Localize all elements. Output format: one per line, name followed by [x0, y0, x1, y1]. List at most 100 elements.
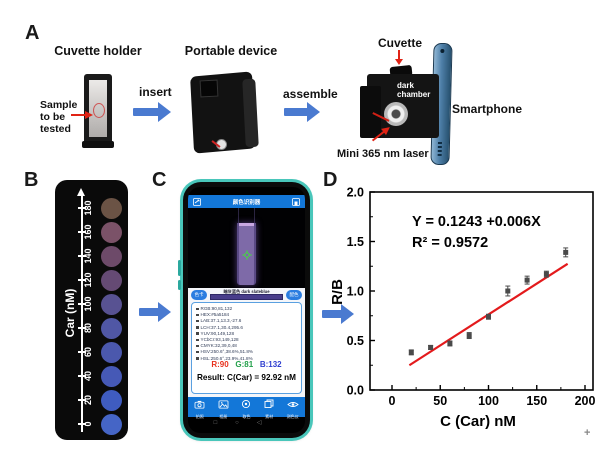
color-value-line: LCH:37.1,30.4,295.6 — [196, 325, 299, 331]
power-button[interactable] — [178, 280, 181, 290]
svg-text:100: 100 — [478, 394, 499, 408]
camera-icon — [194, 396, 205, 414]
toolbar-item-label: 素材 — [265, 413, 274, 419]
pick-color-icon — [241, 396, 251, 414]
strip-tick-label: 140 — [83, 248, 93, 264]
volume-button[interactable] — [178, 260, 181, 276]
g-value: G:81 — [235, 360, 254, 369]
toolbar-item-label: 取色 — [242, 413, 251, 419]
color-dot-20nM — [101, 389, 122, 411]
toolbar-item-label: 相册 — [219, 413, 228, 419]
color-value-line: HSV:250.6°,38.6%,51.8% — [196, 349, 299, 355]
svg-text:50: 50 — [433, 394, 447, 408]
result-area: 色卡 暗灰蓝色 dark slateblue 配色 RGB:90,81,132 H… — [188, 288, 305, 397]
smartphone-label: Smartphone — [452, 102, 523, 116]
strip-axis-line — [81, 196, 83, 432]
switch-icon[interactable] — [193, 197, 201, 206]
toolbar-item-label: 测色仪 — [286, 413, 299, 419]
sample-arrow-icon — [71, 110, 93, 120]
strip-tick-label: 20 — [83, 395, 93, 406]
panel-a-label: A — [25, 22, 40, 44]
color-value-line: YUV:90,149,128 — [196, 331, 299, 337]
colorimeter-icon — [286, 396, 299, 414]
dark-chamber-label: dark chamber — [397, 81, 431, 99]
color-value-line: HSL:250.6°,23.9%,41.8% — [196, 356, 299, 362]
color-name-text: 暗灰蓝色 dark slateblue — [223, 289, 270, 294]
bullet-icon — [196, 313, 199, 317]
color-values-panel: RGB:90,81,132 HEX:#5a5184 LAB:37.1,13.3,-2… — [191, 302, 302, 394]
android-nav-bar[interactable]: □○◁ — [213, 420, 280, 426]
app-title-bar: 颜色识别器 — [188, 195, 305, 208]
strip-tick — [78, 375, 86, 377]
strip-tick — [78, 399, 86, 401]
strip-tick — [78, 231, 86, 233]
strip-tick — [78, 303, 86, 305]
bullet-icon — [196, 357, 199, 360]
sample-label: Sample to be tested — [40, 99, 78, 135]
strip-tick — [78, 351, 86, 353]
panel-d-label: D — [323, 169, 338, 191]
toolbar-item-material[interactable]: 素材 — [264, 396, 274, 419]
toolbar-item-album[interactable]: 相册 — [218, 396, 229, 419]
svg-text:150: 150 — [526, 394, 547, 408]
album-icon — [218, 396, 229, 414]
strip-tick-label: 160 — [83, 224, 93, 240]
strip-axis-title: Car (nM) — [63, 288, 77, 338]
chamber-extension — [360, 86, 381, 138]
svg-text:2.0: 2.0 — [347, 186, 364, 200]
color-value-line: RGB:90,81,132 — [196, 306, 299, 312]
color-swatch — [210, 294, 283, 300]
material-icon — [264, 396, 274, 414]
portable-device-title: Portable device — [184, 44, 278, 58]
holder-base — [82, 141, 114, 148]
assemble-arrow-icon — [284, 102, 320, 122]
toolbar-item-colorimeter[interactable]: 测色仪 — [287, 396, 299, 419]
strip-tick-label: 80 — [83, 323, 93, 334]
match-color-button[interactable]: 配色 — [286, 290, 302, 300]
assemble-label: assemble — [283, 87, 338, 101]
app-screen: 颜色识别器 色卡 暗灰蓝色 dark slateblue 配色 — [188, 187, 305, 433]
app-title: 颜色识别器 — [232, 199, 261, 206]
insert-arrow-icon — [133, 102, 171, 122]
toolbar-item-camera[interactable]: 拍照 — [194, 396, 205, 419]
svg-text:1.0: 1.0 — [347, 285, 364, 299]
color-dot-60nM — [101, 341, 122, 363]
svg-text:R/B: R/B — [332, 279, 346, 305]
calibration-chart: 0 50 100 150 200 0.0 0.5 1.0 1.5 2.0 Y = 0.1243 +0… — [329, 172, 600, 448]
cuvette-label: Cuvette — [378, 36, 423, 50]
svg-text:Y = 0.1243 +0.006X: Y = 0.1243 +0.006X — [412, 214, 541, 230]
toolbar-item-pick-color[interactable]: 取色 — [241, 396, 251, 419]
rgb-summary-row: R:90 G:81 B:132 — [192, 360, 301, 369]
c-to-d-arrow-icon — [322, 304, 354, 324]
sample-mark — [93, 103, 105, 118]
cuvette-arrow-icon — [398, 50, 401, 59]
color-value-line: HEX:#5a5184 — [196, 312, 299, 318]
svg-text:1.5: 1.5 — [347, 235, 364, 249]
laser-port — [384, 102, 408, 126]
svg-text:0: 0 — [389, 394, 396, 408]
crosshair-icon — [242, 250, 252, 260]
svg-text:R² = 0.9572: R² = 0.9572 — [412, 235, 488, 251]
b-value: B:132 — [259, 360, 282, 369]
strip-tick — [78, 255, 86, 257]
strip-tick-label: 100 — [83, 296, 93, 312]
save-icon[interactable] — [292, 197, 300, 206]
color-dot-100nM — [101, 293, 122, 315]
svg-text:0.0: 0.0 — [347, 384, 364, 398]
cuvette-edge-line — [254, 208, 255, 224]
color-dot-180nM — [101, 197, 122, 219]
color-value-line: YCbCr:93,149,128 — [196, 337, 299, 343]
bullet-icon — [196, 326, 199, 329]
color-dot-80nM — [101, 317, 122, 339]
panel-c-label: C — [152, 169, 167, 191]
cuvette-edge-line — [238, 208, 239, 224]
cuvette-arrowhead-icon — [394, 59, 403, 65]
color-name-row: 色卡 暗灰蓝色 dark slateblue 配色 — [188, 289, 305, 301]
r-value: R:90 — [211, 360, 229, 369]
smartphone-screenshot: 颜色识别器 色卡 暗灰蓝色 dark slateblue 配色 — [178, 182, 310, 438]
color-card-button[interactable]: 色卡 — [191, 290, 207, 300]
glowing-cuvette — [237, 223, 256, 285]
cursor-artifact: + — [584, 427, 591, 439]
strip-tick — [78, 423, 86, 425]
